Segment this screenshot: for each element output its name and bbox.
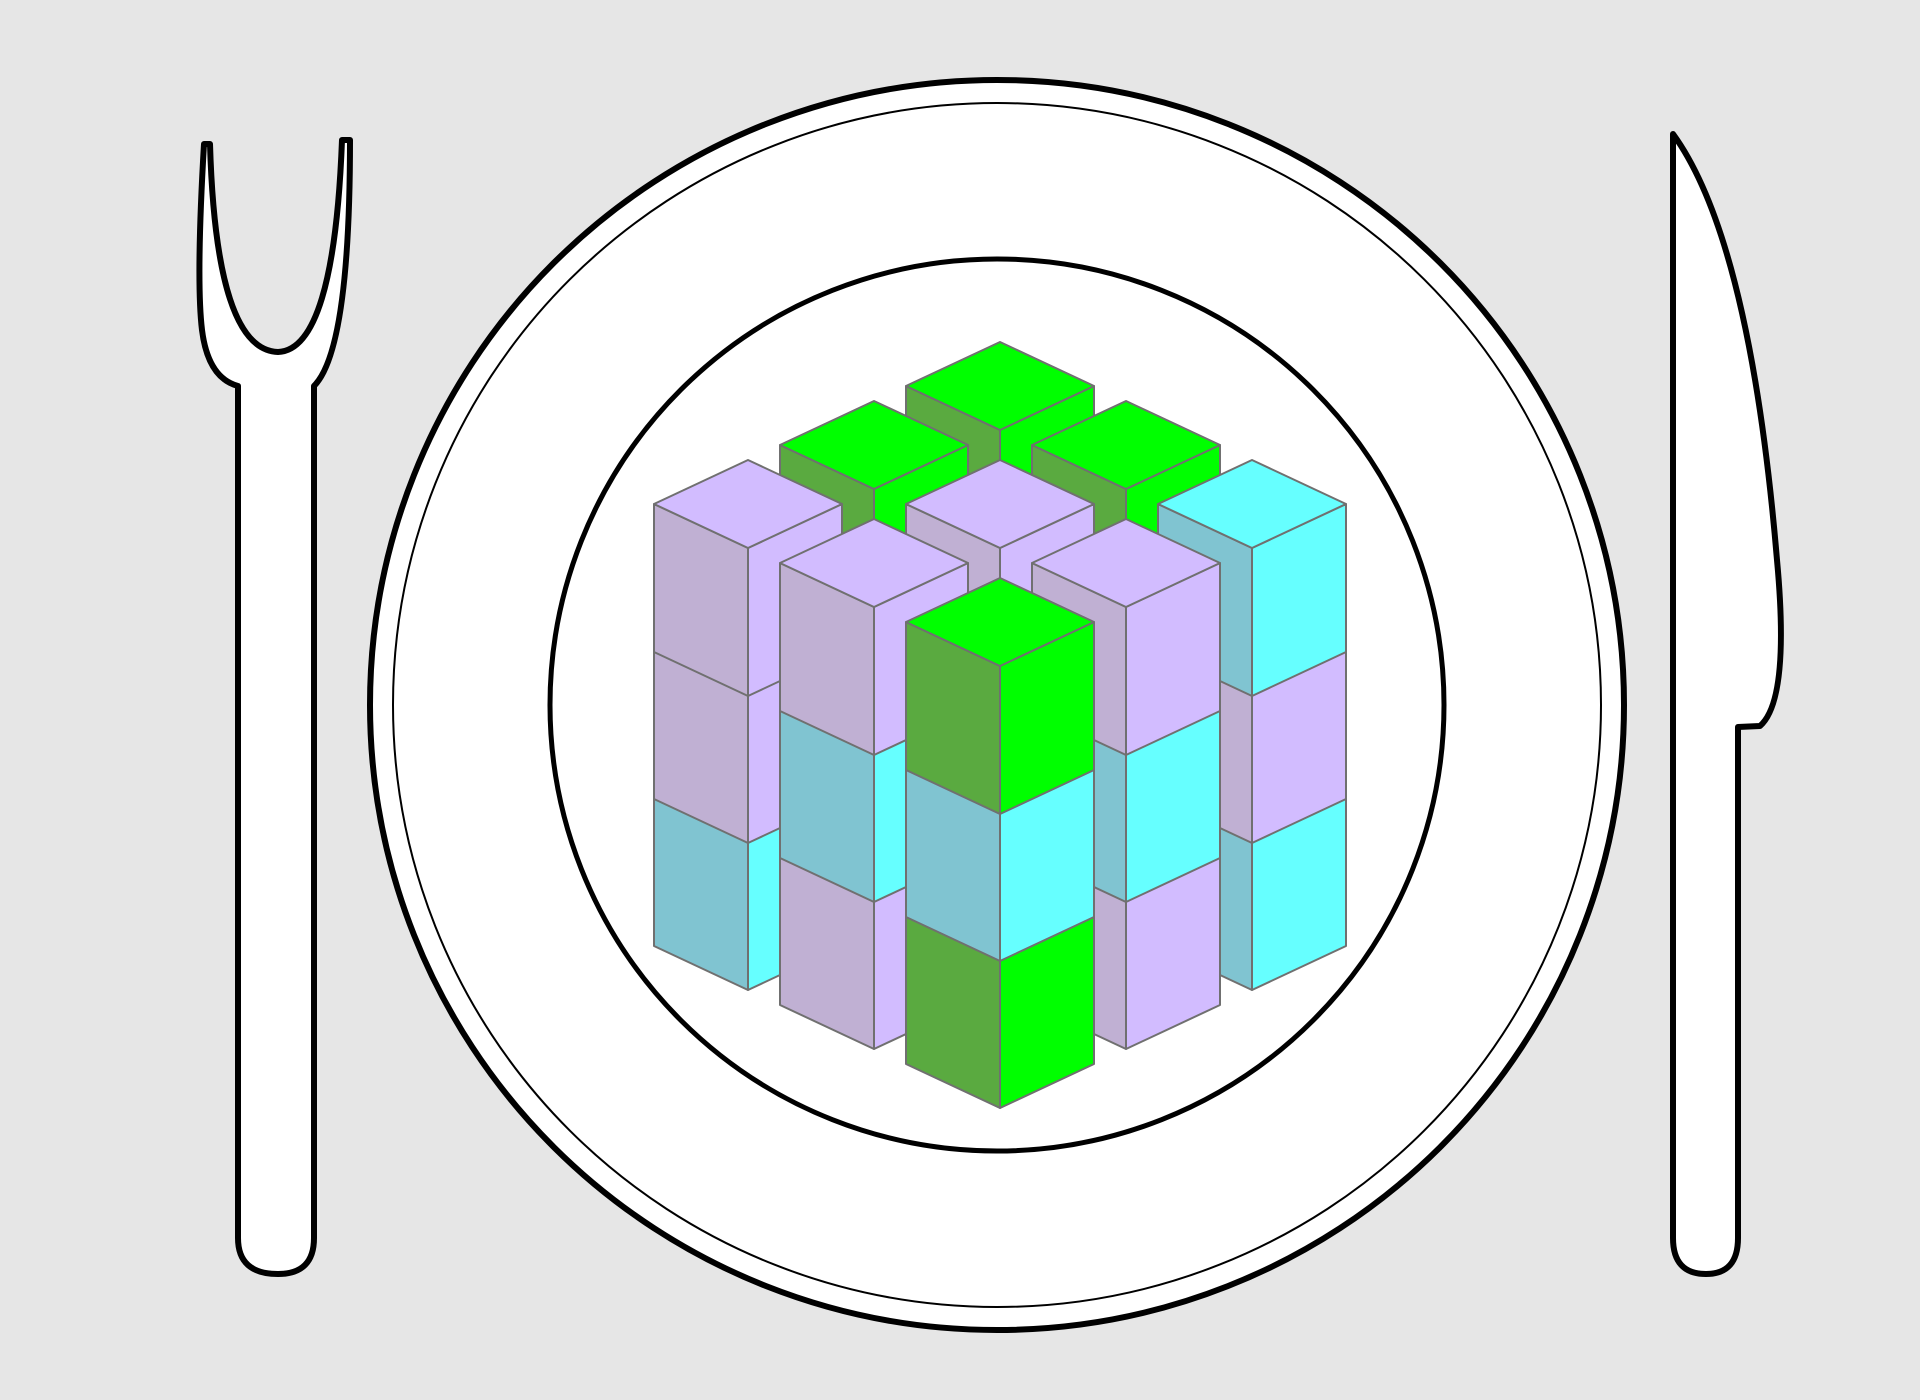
plate-inner-rim (392, 102, 1602, 1308)
cube-top-face (779, 400, 969, 490)
cube-top-face (905, 341, 1095, 431)
fork-icon (196, 137, 353, 1277)
cube-stack (653, 341, 1347, 1109)
cube-green (905, 577, 1095, 815)
cube-top-face (1031, 518, 1221, 608)
cube-top-face (1031, 400, 1221, 490)
cube-top-face (905, 459, 1095, 549)
cube-top-face (1157, 459, 1347, 549)
cube-top-face (653, 459, 843, 549)
cube-top-face (779, 518, 969, 608)
knife-icon (1670, 131, 1784, 1277)
cube-top-face (905, 577, 1095, 667)
